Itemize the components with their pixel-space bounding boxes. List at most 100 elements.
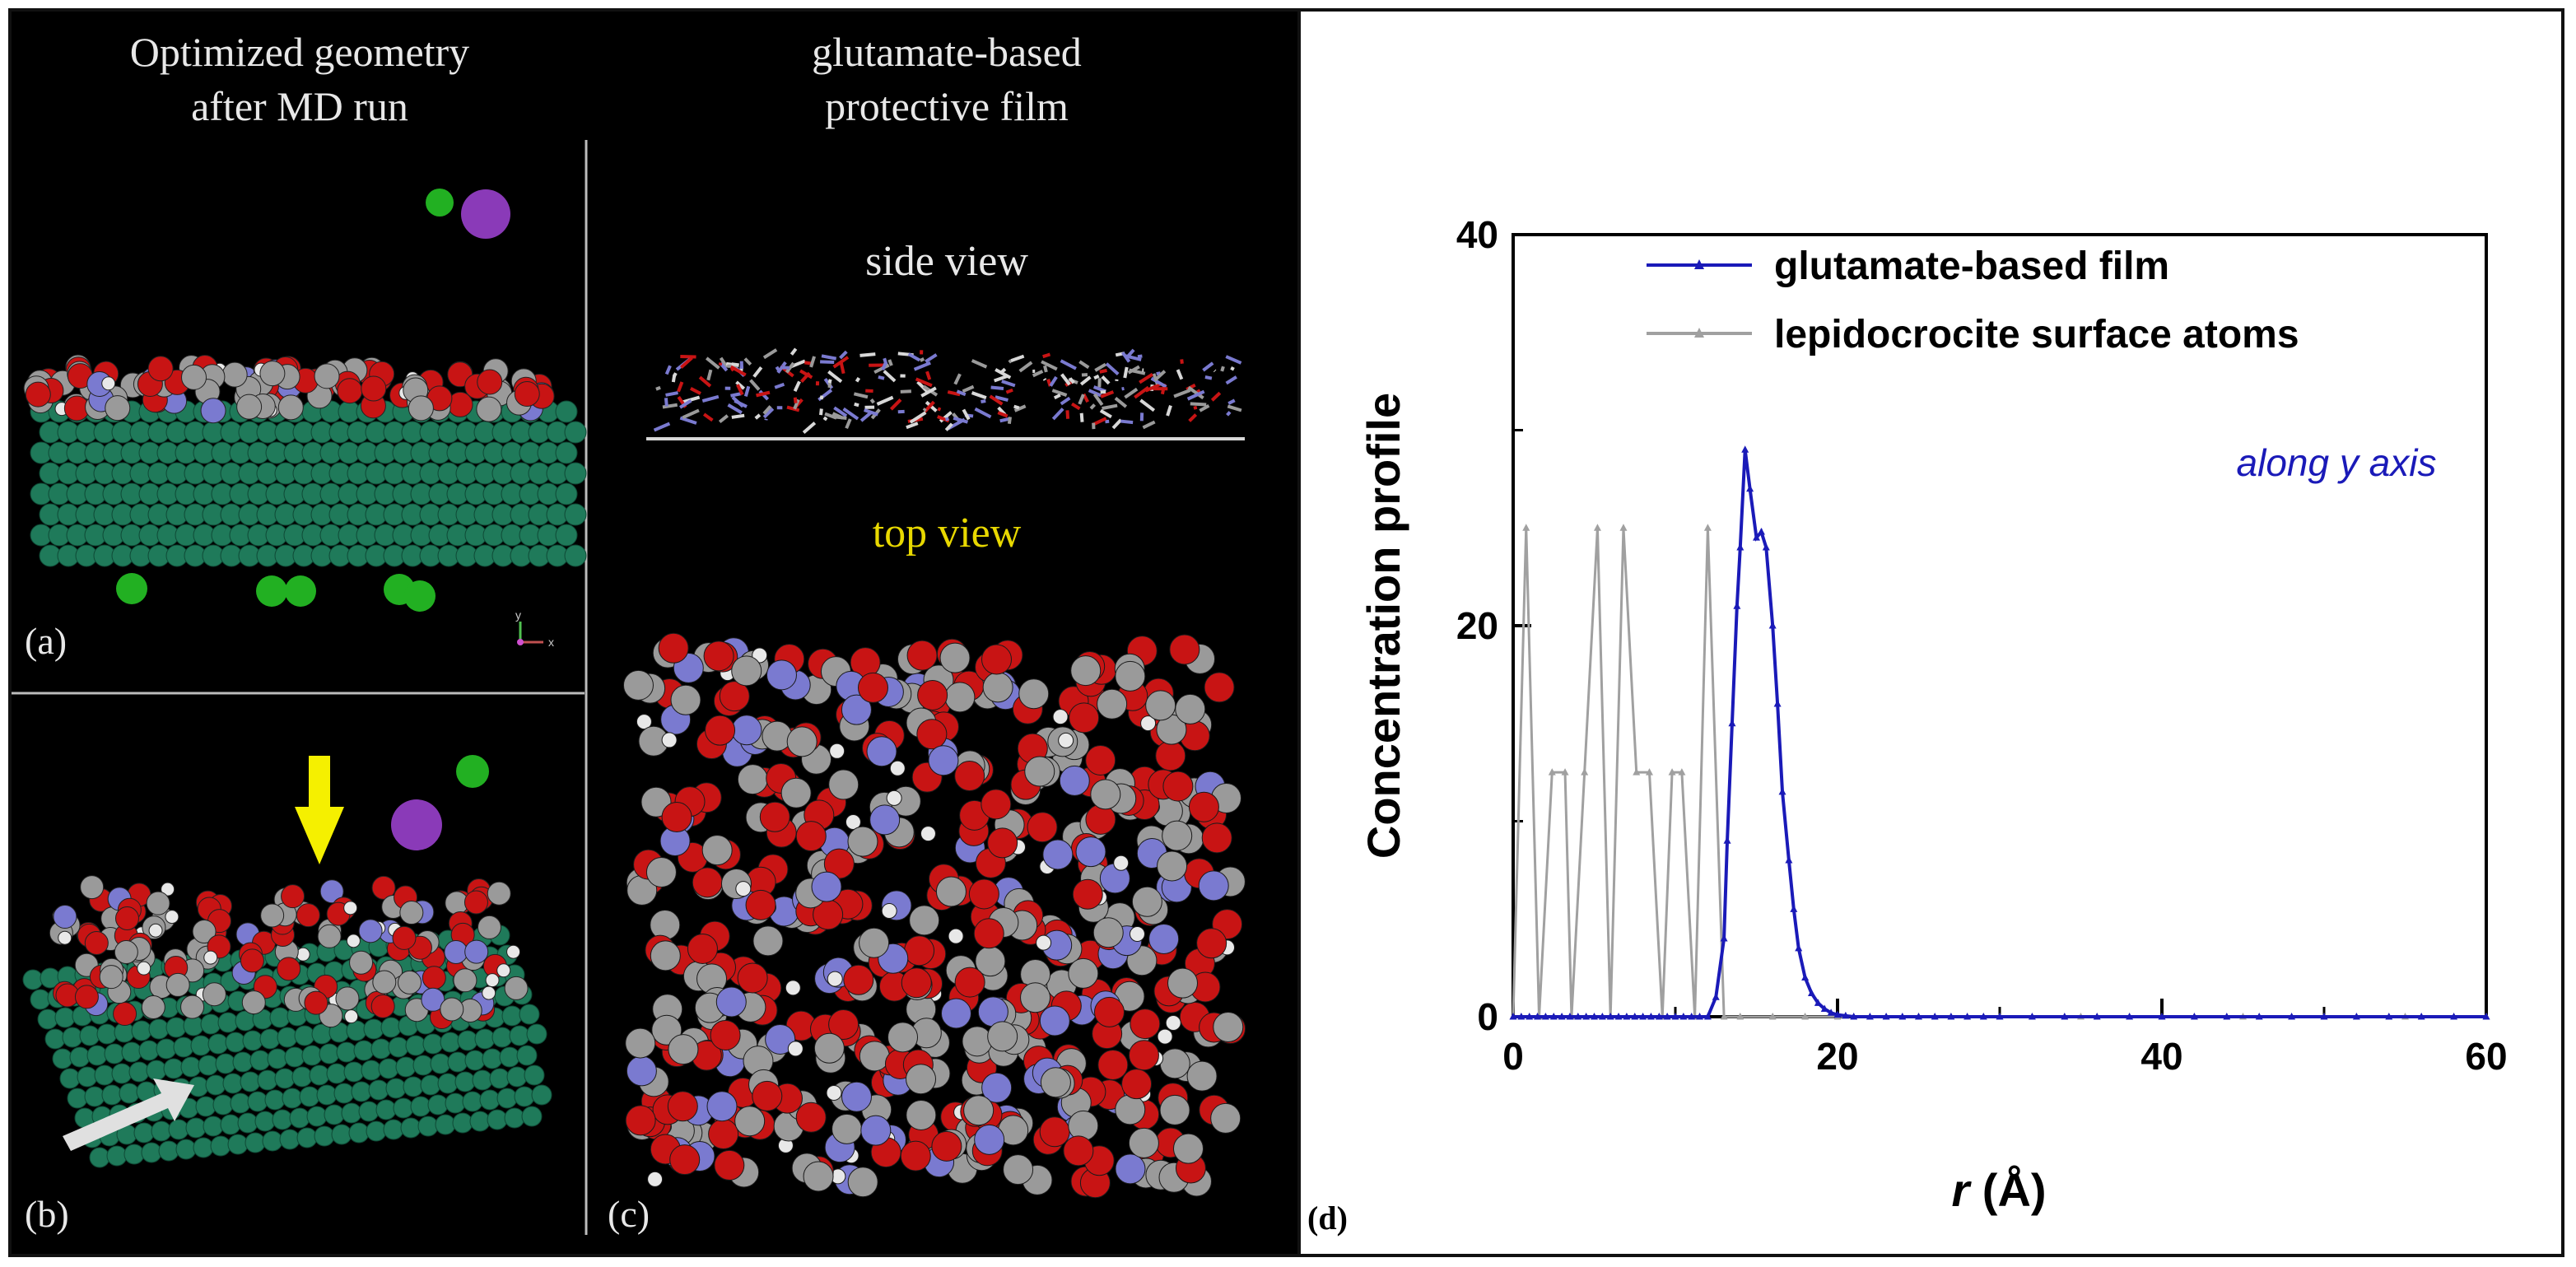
bond-stick <box>1102 403 1118 411</box>
bond-stick <box>974 407 992 419</box>
bond-stick <box>671 374 677 383</box>
bond-stick <box>845 418 852 430</box>
bond-stick <box>990 385 1004 391</box>
film-atom <box>277 957 301 981</box>
top-view-label: top view <box>872 510 1022 557</box>
bond-stick <box>665 391 678 397</box>
series-point <box>1736 1013 1745 1020</box>
series-point <box>1633 768 1641 776</box>
bond-stick <box>1120 419 1134 425</box>
film-atom <box>1148 924 1180 955</box>
bond-stick <box>1199 403 1210 412</box>
film-atom <box>906 1099 937 1130</box>
film-atom <box>1140 715 1157 732</box>
film-atom <box>828 1008 859 1040</box>
bond-stick <box>956 389 967 397</box>
film-atom <box>1165 1015 1181 1032</box>
film-atom <box>408 395 434 422</box>
series-point <box>1720 1013 1728 1020</box>
y-tick-label: 0 <box>1477 995 1498 1038</box>
bond-stick <box>1065 410 1070 419</box>
film-atom <box>399 901 424 925</box>
bond-stick <box>793 397 798 404</box>
panel-a-slab <box>23 354 587 612</box>
series-point <box>2417 1013 2425 1020</box>
film-atom <box>319 879 344 904</box>
film-atom <box>80 875 105 900</box>
bond-stick <box>762 348 778 360</box>
bond-stick <box>1139 398 1156 412</box>
bond-stick <box>827 370 843 384</box>
series-point <box>2320 1013 2328 1020</box>
film-atom <box>1169 634 1200 665</box>
bond-stick <box>1099 409 1112 419</box>
film-atom <box>1052 709 1069 725</box>
film-atom <box>58 930 72 945</box>
bond-stick <box>913 361 931 371</box>
bond-stick <box>731 396 744 408</box>
bond-stick <box>889 398 902 411</box>
iron-atom <box>564 462 587 485</box>
iron-atom <box>531 1084 552 1106</box>
series-point <box>1561 768 1569 776</box>
film-atom <box>968 878 999 910</box>
film-atom <box>161 882 175 897</box>
film-atom <box>954 761 985 792</box>
bond-stick <box>842 407 859 421</box>
film-atom <box>1128 1127 1159 1158</box>
bond-stick <box>786 405 800 412</box>
film-atom <box>476 396 502 422</box>
film-atom <box>734 1106 766 1137</box>
bond-stick <box>690 387 701 395</box>
y-tick-label: 40 <box>1456 213 1498 256</box>
film-atom <box>1039 1005 1070 1036</box>
film-atom <box>869 804 901 836</box>
film-atom <box>845 814 861 831</box>
bond-stick <box>730 392 742 398</box>
film-atom <box>74 985 99 1009</box>
bond-stick <box>1124 354 1142 361</box>
bond-stick <box>997 411 1009 418</box>
series-line <box>1512 528 2486 1018</box>
bond-stick <box>1190 402 1207 407</box>
series-point <box>1645 768 1653 776</box>
film-atom <box>147 356 174 382</box>
bond-stick <box>962 384 975 394</box>
film-atom <box>281 884 305 909</box>
panel-a-title: Optimized geometry after MD run <box>28 25 571 133</box>
film-atom <box>514 381 540 408</box>
bond-stick <box>1078 394 1085 405</box>
bond-stick <box>718 414 729 424</box>
film-atom <box>759 801 790 832</box>
bond-stick <box>1127 365 1140 375</box>
series-point <box>2352 1013 2360 1020</box>
bond-stick <box>839 350 848 360</box>
film-atom <box>766 659 797 691</box>
bond-stick <box>1049 375 1058 387</box>
film-atom <box>1157 1028 1173 1045</box>
film-atom <box>658 632 689 664</box>
chloride-ion <box>426 189 454 217</box>
film-atom <box>917 679 948 710</box>
film-atom <box>909 905 940 936</box>
film-atom <box>981 789 1012 820</box>
film-atom <box>752 1080 783 1111</box>
film-atom <box>1113 855 1130 871</box>
series-point <box>1790 905 1798 912</box>
film-atom <box>165 910 179 925</box>
film-atom <box>786 726 818 757</box>
series-point <box>1773 700 1782 707</box>
bond-stick <box>809 356 816 368</box>
bond-stick <box>735 380 746 390</box>
panel-a-label: (a) <box>25 620 68 662</box>
series-point <box>1593 524 1601 531</box>
bond-stick <box>749 379 761 391</box>
film-atom <box>165 972 190 997</box>
bond-stick <box>883 370 897 383</box>
bond-stick <box>1186 389 1205 401</box>
film-atom <box>141 995 165 1019</box>
chart-annotation: along y axis <box>2237 441 2437 484</box>
series-point <box>1639 1013 1647 1020</box>
film-atom <box>1162 820 1193 851</box>
